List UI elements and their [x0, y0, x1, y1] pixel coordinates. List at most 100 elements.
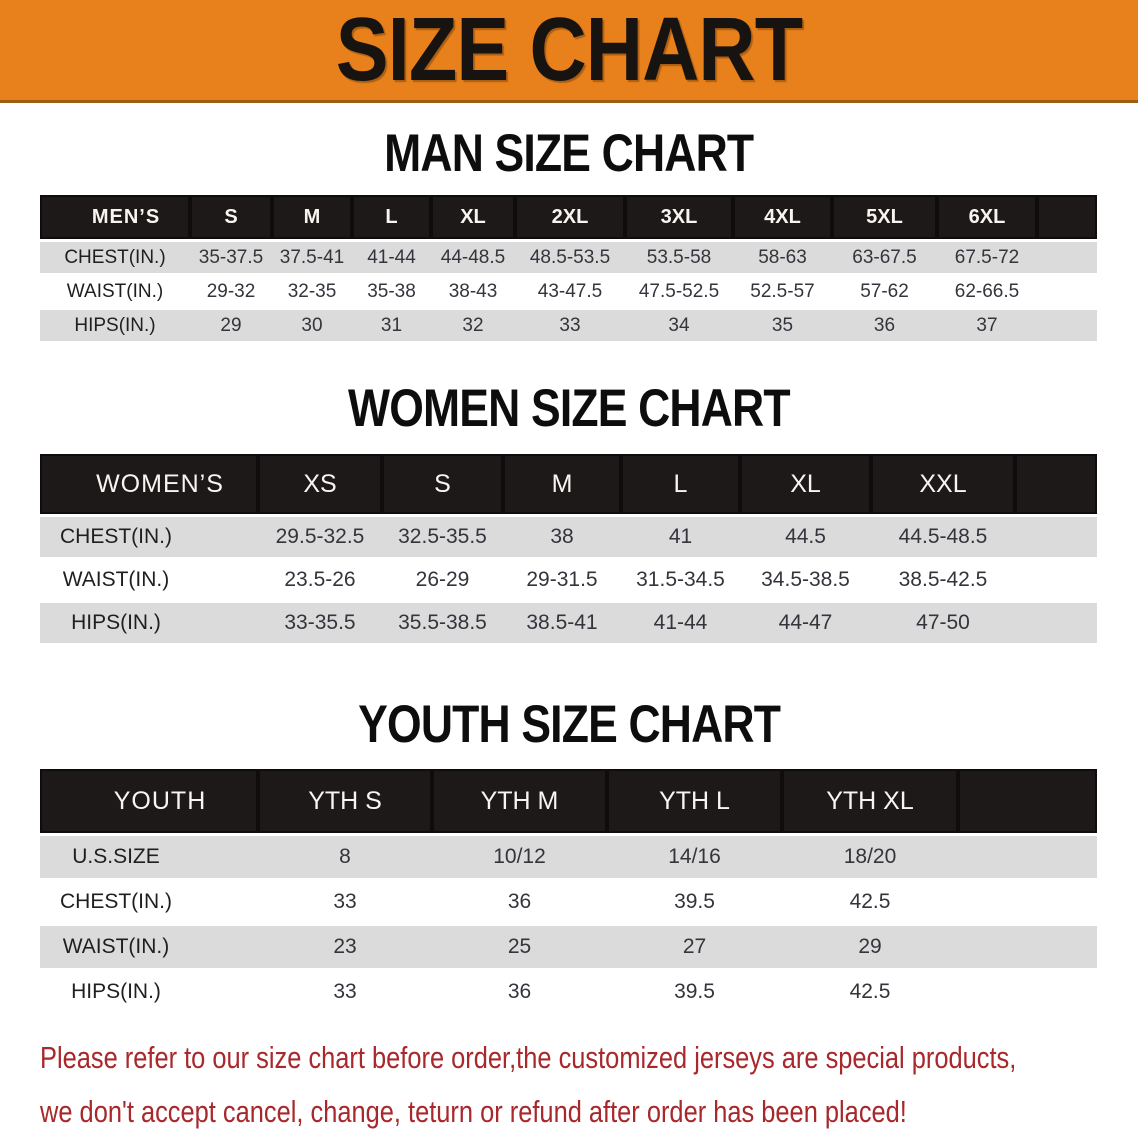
- size-value-cell: 57-62: [832, 276, 937, 307]
- size-value-cell: 35-37.5: [190, 242, 272, 273]
- filler-cell: [1015, 517, 1097, 557]
- size-value-cell: 44-47: [740, 603, 871, 643]
- size-value-cell: 41: [621, 517, 740, 557]
- group-label: YOUTH: [40, 769, 258, 833]
- size-column-header: 6XL: [937, 195, 1037, 239]
- size-value-cell: 41-44: [621, 603, 740, 643]
- size-column-header: YTH XL: [782, 769, 958, 833]
- size-value-cell: 53.5-58: [625, 242, 733, 273]
- size-value-cell: 39.5: [607, 881, 782, 923]
- size-column-header: XS: [258, 454, 382, 514]
- size-value-cell: 44-48.5: [431, 242, 515, 273]
- row-label: HIPS(IN.): [40, 971, 258, 1013]
- size-value-cell: 42.5: [782, 971, 958, 1013]
- size-value-cell: 29.5-32.5: [258, 517, 382, 557]
- size-value-cell: 37: [937, 310, 1037, 341]
- size-column-header: XL: [431, 195, 515, 239]
- size-value-cell: 36: [432, 971, 607, 1013]
- size-value-cell: 34.5-38.5: [740, 560, 871, 600]
- page-title: SIZE CHART: [335, 0, 803, 100]
- filler-cell: [958, 836, 1097, 878]
- size-value-cell: 27: [607, 926, 782, 968]
- row-label: WAIST(IN.): [40, 560, 258, 600]
- size-value-cell: 29-31.5: [503, 560, 621, 600]
- size-value-cell: 36: [832, 310, 937, 341]
- size-column-header: YTH M: [432, 769, 607, 833]
- size-value-cell: 30: [272, 310, 352, 341]
- size-column-header: YTH S: [258, 769, 432, 833]
- size-value-cell: 38-43: [431, 276, 515, 307]
- row-label: U.S.SIZE: [40, 836, 258, 878]
- group-label: MEN’S: [40, 195, 190, 239]
- women-size-table: WOMEN’S XS S M L XL XXL CHEST(IN.) 29.5-32.5 32.5…: [40, 451, 1097, 646]
- filler-cell: [1037, 276, 1097, 307]
- row-label: CHEST(IN.): [40, 517, 258, 557]
- disclaimer-line-1: Please refer to our size chart before or…: [40, 1040, 1017, 1075]
- size-value-cell: 33: [258, 881, 432, 923]
- size-value-cell: 31: [352, 310, 431, 341]
- row-label: WAIST(IN.): [40, 276, 190, 307]
- size-value-cell: 33: [258, 971, 432, 1013]
- size-value-cell: 67.5-72: [937, 242, 1037, 273]
- filler-cell: [958, 971, 1097, 1013]
- size-value-cell: 62-66.5: [937, 276, 1037, 307]
- size-column-header: 5XL: [832, 195, 937, 239]
- size-value-cell: 37.5-41: [272, 242, 352, 273]
- size-column-header: XL: [740, 454, 871, 514]
- size-value-cell: 23.5-26: [258, 560, 382, 600]
- table-row: WAIST(IN.) 23.5-26 26-29 29-31.5 31.5-34.5 34…: [40, 560, 1097, 600]
- size-value-cell: 35.5-38.5: [382, 603, 503, 643]
- size-value-cell: 58-63: [733, 242, 832, 273]
- size-value-cell: 43-47.5: [515, 276, 625, 307]
- row-label: CHEST(IN.): [40, 242, 190, 273]
- size-column-header: XXL: [871, 454, 1015, 514]
- size-column-header: 3XL: [625, 195, 733, 239]
- size-value-cell: 38: [503, 517, 621, 557]
- youth-size-table: YOUTH YTH S YTH M YTH L YTH XL U.S.SIZE 8 10/12…: [40, 766, 1097, 1016]
- row-label: CHEST(IN.): [40, 881, 258, 923]
- size-value-cell: 25: [432, 926, 607, 968]
- row-label: WAIST(IN.): [40, 926, 258, 968]
- size-value-cell: 14/16: [607, 836, 782, 878]
- table-row: CHEST(IN.) 35-37.5 37.5-41 41-44 44-48.5 48.5…: [40, 242, 1097, 273]
- size-value-cell: 26-29: [382, 560, 503, 600]
- size-value-cell: 44.5-48.5: [871, 517, 1015, 557]
- row-label: HIPS(IN.): [40, 603, 258, 643]
- size-value-cell: 8: [258, 836, 432, 878]
- table-row: WAIST(IN.) 29-32 32-35 35-38 38-43 43-47.5 47.…: [40, 276, 1097, 307]
- size-column-header: S: [190, 195, 272, 239]
- size-value-cell: 44.5: [740, 517, 871, 557]
- table-header-row: YOUTH YTH S YTH M YTH L YTH XL: [40, 769, 1097, 833]
- filler-cell: [958, 926, 1097, 968]
- size-value-cell: 29-32: [190, 276, 272, 307]
- banner: SIZE CHART: [0, 0, 1138, 103]
- disclaimer-line-2: we don't accept cancel, change, teturn o…: [40, 1094, 907, 1129]
- size-value-cell: 48.5-53.5: [515, 242, 625, 273]
- size-value-cell: 32-35: [272, 276, 352, 307]
- size-value-cell: 29: [782, 926, 958, 968]
- filler-cell: [1015, 454, 1097, 514]
- men-size-table: MEN’S S M L XL 2XL 3XL 4XL 5XL 6XL CHEST(IN.) 35-37…: [40, 192, 1097, 344]
- size-value-cell: 63-67.5: [832, 242, 937, 273]
- size-value-cell: 35-38: [352, 276, 431, 307]
- size-value-cell: 52.5-57: [733, 276, 832, 307]
- group-label: WOMEN’S: [40, 454, 258, 514]
- table-row: HIPS(IN.) 29 30 31 32 33 34 35 36 37: [40, 310, 1097, 341]
- table-row: CHEST(IN.) 33 36 39.5 42.5: [40, 881, 1097, 923]
- table-row: CHEST(IN.) 29.5-32.5 32.5-35.5 38 41 44.5 44.5…: [40, 517, 1097, 557]
- size-value-cell: 38.5-42.5: [871, 560, 1015, 600]
- size-value-cell: 18/20: [782, 836, 958, 878]
- size-value-cell: 36: [432, 881, 607, 923]
- size-value-cell: 47-50: [871, 603, 1015, 643]
- size-column-header: M: [503, 454, 621, 514]
- size-value-cell: 32.5-35.5: [382, 517, 503, 557]
- size-value-cell: 41-44: [352, 242, 431, 273]
- size-value-cell: 10/12: [432, 836, 607, 878]
- size-column-header: 4XL: [733, 195, 832, 239]
- table-row: U.S.SIZE 8 10/12 14/16 18/20: [40, 836, 1097, 878]
- table-header-row: WOMEN’S XS S M L XL XXL: [40, 454, 1097, 514]
- size-column-header: 2XL: [515, 195, 625, 239]
- size-column-header: M: [272, 195, 352, 239]
- size-value-cell: 29: [190, 310, 272, 341]
